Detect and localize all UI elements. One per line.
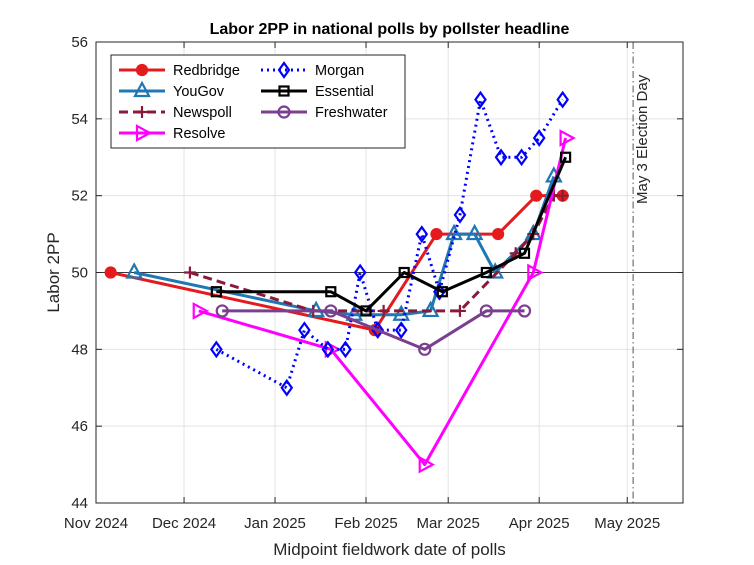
legend-label-essential: Essential	[315, 84, 374, 100]
x-tick-label: Dec 2024	[152, 515, 216, 532]
y-tick-label: 56	[71, 34, 88, 51]
data-point-morgan	[494, 148, 508, 167]
legend-label-newspoll: Newspoll	[173, 105, 232, 121]
legend-marker-yougov	[133, 80, 151, 98]
legend-marker-newspoll	[136, 106, 148, 118]
data-point-resolve	[527, 263, 544, 282]
legend-label-yougov: YouGov	[173, 84, 225, 100]
legend-item-freshwater: Freshwater	[261, 105, 388, 121]
y-tick-label: 44	[71, 495, 88, 512]
data-point-essential	[210, 286, 222, 298]
data-point-morgan	[515, 148, 528, 167]
data-point-newspoll	[183, 266, 196, 279]
data-point-morgan	[321, 340, 335, 359]
legend-label-morgan: Morgan	[315, 63, 364, 79]
data-point-morgan	[415, 225, 429, 243]
series-line-resolve	[198, 137, 568, 467]
data-point-freshwater	[324, 304, 338, 318]
y-axis-label: Labor 2PP	[44, 232, 63, 312]
election-day-annotation: May 3 Election Day	[634, 74, 651, 204]
legend-item-yougov: YouGov	[119, 80, 225, 100]
legend: Redbridge YouGov Newspoll Resolve Morgan Esse…	[110, 54, 406, 149]
data-point-redbridge	[530, 189, 543, 202]
data-point-redbridge	[104, 266, 117, 279]
data-point-morgan	[556, 90, 570, 109]
data-point-essential	[325, 286, 337, 298]
legend-label-freshwater: Freshwater	[315, 105, 388, 121]
legend-marker-resolve	[135, 124, 153, 142]
x-tick-label: May 2025	[594, 515, 660, 532]
data-point-redbridge	[491, 227, 505, 241]
series-resolve	[192, 129, 576, 474]
data-point-yougov	[465, 223, 484, 241]
x-tick-label: Feb 2025	[334, 515, 397, 532]
y-tick-label: 54	[71, 111, 88, 128]
data-point-morgan	[353, 263, 367, 282]
data-point-essential	[360, 305, 372, 317]
data-point-newspoll	[377, 304, 390, 317]
data-point-morgan	[339, 340, 352, 359]
data-point-freshwater	[479, 304, 493, 318]
x-tick-label: Nov 2024	[64, 515, 128, 532]
data-point-redbridge	[430, 227, 443, 241]
data-point-morgan	[298, 321, 311, 340]
axes: Nov 2024 Dec 2024 Jan 2025 Feb 2025 Mar 2025…	[64, 34, 684, 532]
y-tick-label: 52	[71, 188, 88, 205]
data-point-freshwater	[418, 342, 432, 356]
data-point-newspoll	[556, 189, 569, 202]
chart-title: Labor 2PP in national polls by pollster …	[210, 21, 570, 38]
legend-marker-freshwater	[277, 105, 291, 119]
series-essential	[210, 151, 572, 317]
x-tick-label: Jan 2025	[244, 515, 306, 532]
series-freshwater	[215, 304, 532, 356]
data-point-newspoll	[453, 304, 466, 317]
x-tick-label: Apr 2025	[509, 515, 570, 532]
data-point-morgan	[280, 378, 294, 397]
legend-label-resolve: Resolve	[173, 126, 225, 142]
legend-label-redbridge: Redbridge	[173, 63, 240, 79]
data-point-morgan	[532, 129, 546, 147]
data-point-morgan	[453, 205, 467, 224]
legend-item-essential: Essential	[261, 84, 374, 100]
legend-marker-morgan	[277, 61, 291, 79]
data-point-resolve	[418, 455, 436, 474]
data-point-yougov	[125, 262, 143, 279]
data-point-essential	[518, 247, 531, 259]
legend-marker-essential	[278, 85, 290, 97]
legend-item-redbridge: Redbridge	[119, 63, 240, 79]
data-point-essential	[398, 266, 410, 279]
legend-item-morgan: Morgan	[261, 61, 364, 79]
data-point-essential	[480, 266, 492, 279]
data-point-resolve	[192, 302, 210, 320]
data-point-essential	[436, 286, 448, 298]
data-point-freshwater	[215, 304, 229, 318]
x-tick-label: Mar 2025	[417, 515, 480, 532]
y-tick-label: 48	[71, 341, 88, 358]
data-point-morgan	[474, 90, 487, 109]
legend-item-newspoll: Newspoll	[119, 105, 232, 121]
series-line-freshwater	[222, 309, 525, 351]
data-point-essential	[559, 151, 572, 163]
legend-item-resolve: Resolve	[119, 124, 225, 142]
series-layer	[104, 90, 576, 474]
y-tick-label: 50	[71, 265, 88, 282]
data-point-freshwater	[517, 304, 532, 318]
data-point-yougov	[445, 223, 463, 241]
series-line-essential	[216, 156, 567, 313]
y-tick-label: 46	[71, 418, 88, 435]
legend-marker-redbridge	[135, 63, 149, 77]
data-point-resolve	[559, 129, 576, 147]
x-axis-label: Midpoint fieldwork date of polls	[273, 540, 505, 559]
data-point-morgan	[394, 321, 408, 340]
data-point-morgan	[209, 340, 223, 359]
